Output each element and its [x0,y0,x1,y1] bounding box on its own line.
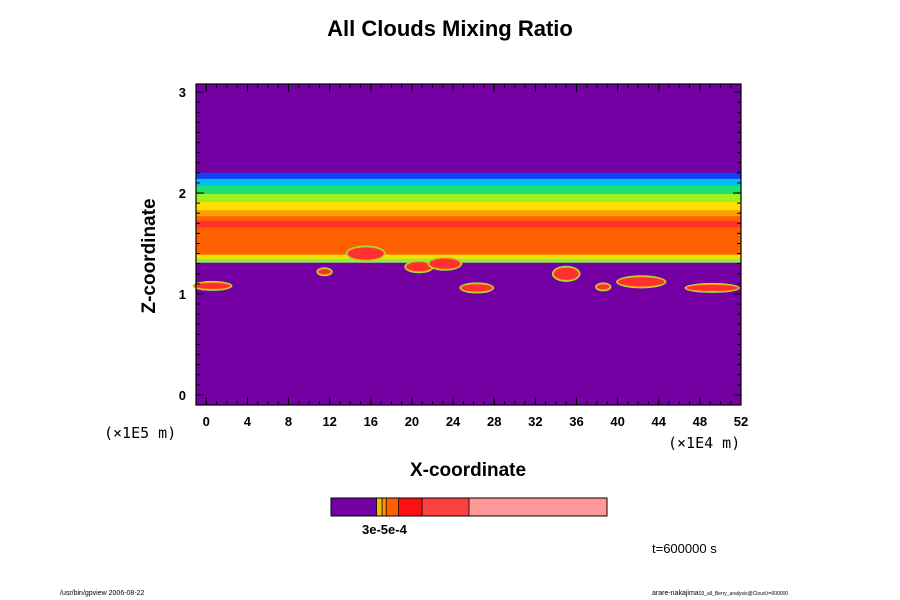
x-tick-label-10: 40 [610,414,624,429]
colorbar-frame [330,497,608,517]
heatmap-layer-1 [196,172,741,181]
x-tick-label-4: 16 [364,414,378,429]
x-tick-label-0: 0 [203,414,210,429]
x-tick-label-7: 28 [487,414,501,429]
x-tick-label-5: 20 [405,414,419,429]
x-tick-label-8: 32 [528,414,542,429]
x-tick-label-11: 44 [652,414,667,429]
x-tick-label-9: 36 [569,414,583,429]
x-scale-note: (×1E4 m) [668,434,741,452]
cloud-patches [192,245,740,294]
cloud-patch-core-2 [347,247,384,260]
cloud-patch-core-7 [618,277,665,287]
colorbar-swatch-5 [422,498,469,516]
cloud-patch-core-5 [461,284,493,292]
cloud-patch-core-6 [553,267,579,280]
heatmap-layer-9 [196,254,741,260]
heatmap-layer-2 [196,178,741,188]
x-tick-label-13: 52 [734,414,748,429]
y-tick-label-1: 1 [179,287,186,302]
colorbar-swatch-1 [376,498,383,516]
heatmap-layer-0 [196,84,741,176]
cloud-patch-core-1 [318,269,331,275]
footer-left: /usr/bin/gpview 2006-08-22 [60,590,145,597]
heatmap-layers [196,84,741,405]
heatmap-layer-10 [196,258,741,263]
x-tick-label-12: 48 [693,414,707,429]
colorbar-swatch-3 [386,498,399,516]
colorbar-swatch-4 [398,498,423,516]
y-tick-label-3: 3 [179,85,186,100]
plot-frame [195,83,742,406]
heatmap-layer-6 [196,210,741,218]
cloud-patch-core-3 [406,262,432,272]
colorbar-swatch-2 [382,498,387,516]
axis-ticks [195,84,742,405]
chart-title: All Clouds Mixing Ratio [327,16,573,41]
cloud-patch-core-4 [429,258,461,269]
colorbar-label: 3e-5e-4 [362,522,407,537]
x-tick-label-2: 8 [285,414,292,429]
y-tick-label-0: 0 [179,388,186,403]
x-tick-label-1: 4 [244,414,252,429]
footer-right: arare-nakajima03_all_Berry_analysis@Clou… [652,590,788,597]
footer-right-small: 03_all_Berry_analysis@Cloud,t=600000 [698,591,789,597]
y-scale-note: (×1E5 m) [104,424,177,442]
heatmap-layer-4 [196,194,741,204]
colorbar-swatch-6 [469,498,607,516]
heatmap-layer-5 [196,202,741,212]
heatmap-layer-3 [196,185,741,196]
cloud-patch-core-8 [597,284,610,290]
x-tick-label-6: 24 [446,414,461,429]
cloud-patch-core-9 [686,284,738,291]
cloud-patch-core-0 [194,282,231,289]
y-tick-label-2: 2 [179,186,186,201]
colorbar-swatch-0 [331,498,377,516]
time-label: t=600000 s [652,541,717,556]
heatmap-layer-8 [196,221,741,228]
y-axis-label: Z-coordinate [139,198,160,314]
colorbar [330,497,608,517]
footer-right-main: arare-nakajima [652,590,699,597]
x-tick-label-3: 12 [322,414,336,429]
x-axis-label: X-coordinate [409,460,527,481]
